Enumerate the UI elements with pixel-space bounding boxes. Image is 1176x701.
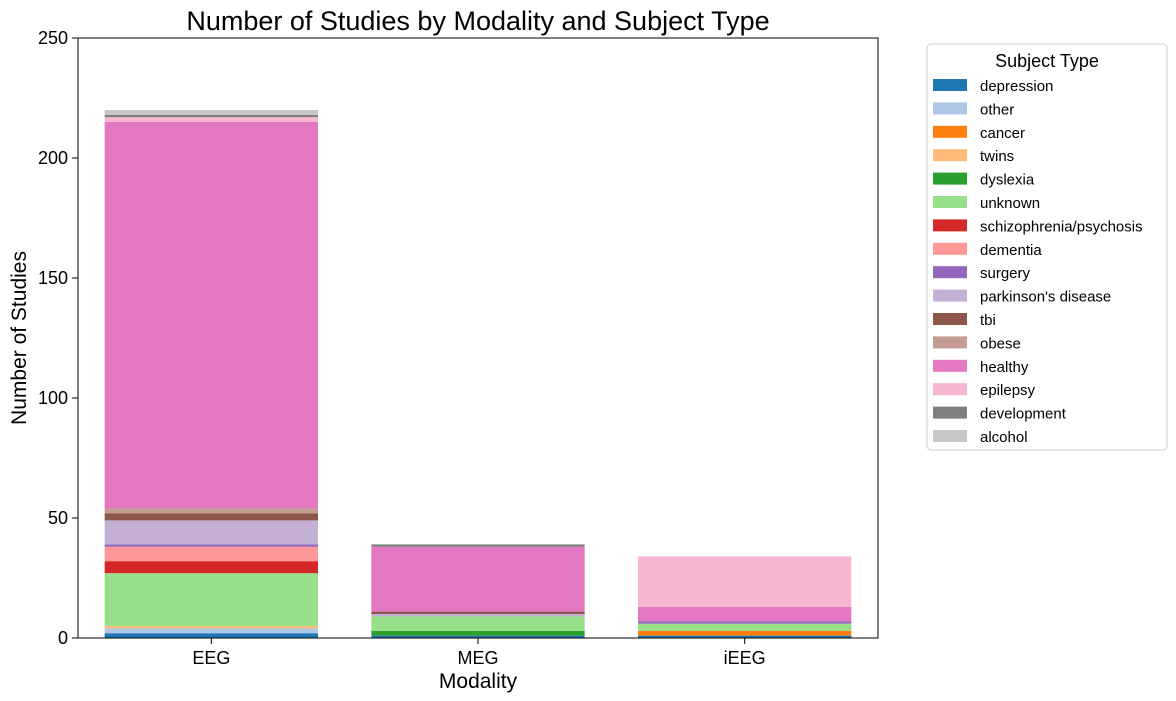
y-axis: 0 50 100 150 200 250 xyxy=(38,28,78,648)
legend-label: parkinson's disease xyxy=(980,289,1111,306)
plot-area xyxy=(77,37,879,639)
legend-entry: dyslexia xyxy=(933,172,1035,189)
y-tick-label: 200 xyxy=(38,148,68,168)
y-tick-label: 50 xyxy=(48,508,68,528)
legend-swatch xyxy=(933,219,967,232)
y-axis-label: Number of Studies xyxy=(8,251,31,425)
legend-title: Subject Type xyxy=(995,51,1099,71)
legend-swatch xyxy=(933,266,967,279)
x-tick-label: EEG xyxy=(192,648,230,668)
legend-swatch xyxy=(933,196,967,208)
legend-entry: cancer xyxy=(933,125,1025,142)
legend-label: twins xyxy=(980,148,1014,165)
legend-entry: schizophrenia/psychosis xyxy=(933,218,1143,235)
bar-segment-eeg-8 xyxy=(104,544,318,547)
legend-label: unknown xyxy=(980,195,1040,212)
legend-entry: surgery xyxy=(933,265,1031,282)
legend-entry: depression xyxy=(933,78,1053,95)
x-tick-label: MEG xyxy=(457,648,498,668)
legend-swatch xyxy=(933,102,967,115)
bar-segment-eeg-5 xyxy=(104,573,318,626)
bar-segment-ieeg-8 xyxy=(638,621,852,624)
bar-segment-meg-14 xyxy=(371,544,585,547)
legend-swatch xyxy=(933,383,967,396)
legend-label: obese xyxy=(980,335,1021,352)
legend-label: dementia xyxy=(980,242,1042,259)
legend-items: depression other cancer twins dyslexia unknow… xyxy=(933,78,1143,446)
bar-segment-eeg-15 xyxy=(104,110,318,115)
legend-entry: obese xyxy=(933,335,1021,352)
bar-segment-eeg-0 xyxy=(104,633,318,638)
legend-frame xyxy=(926,43,1168,451)
bar-segment-eeg-6 xyxy=(104,561,318,574)
legend-entry: twins xyxy=(933,148,1014,165)
legend-swatch xyxy=(933,79,967,91)
bar-segment-eeg-1 xyxy=(104,628,318,634)
y-tick-label: 250 xyxy=(38,28,68,48)
legend-label: alcohol xyxy=(980,429,1028,446)
legend-entry: unknown xyxy=(933,195,1040,212)
legend-label: healthy xyxy=(980,359,1029,376)
bar-segment-ieeg-12 xyxy=(638,606,852,622)
bar-segment-meg-5 xyxy=(371,616,585,631)
bar-segment-meg-4 xyxy=(371,630,585,636)
chart-title: Number of Studies by Modality and Subjec… xyxy=(186,6,769,36)
legend-label: epilepsy xyxy=(980,382,1036,399)
bar-segment-meg-0 xyxy=(371,635,585,638)
legend-label: cancer xyxy=(980,125,1025,142)
legend-entry: alcohol xyxy=(933,429,1028,446)
y-tick-label: 150 xyxy=(38,268,68,288)
legend-entry: development xyxy=(933,406,1067,423)
bar-segment-meg-9 xyxy=(371,614,585,617)
bars xyxy=(104,110,852,638)
bar-segment-ieeg-2 xyxy=(638,630,852,636)
legend-entry: tbi xyxy=(933,312,996,329)
y-tick-label: 100 xyxy=(38,388,68,408)
legend-label: tbi xyxy=(980,312,996,329)
legend-swatch xyxy=(933,430,967,442)
legend-label: other xyxy=(980,101,1014,118)
bar-segment-eeg-7 xyxy=(104,546,318,562)
bar-segment-ieeg-13 xyxy=(638,556,852,607)
x-axis-label: Modality xyxy=(439,670,518,693)
legend-swatch xyxy=(933,336,967,349)
x-tick-label: iEEG xyxy=(724,648,766,668)
legend-entry: dementia xyxy=(933,242,1042,259)
legend-swatch xyxy=(933,289,967,302)
bar-segment-meg-12 xyxy=(371,546,585,612)
bar-segment-eeg-11 xyxy=(104,508,318,514)
legend-swatch xyxy=(933,242,967,255)
bar-segment-ieeg-5 xyxy=(638,623,852,631)
legend-swatch xyxy=(933,125,967,138)
bar-segment-meg-10 xyxy=(371,611,585,614)
x-axis: EEG MEG iEEG xyxy=(192,638,766,668)
bar-segment-eeg-14 xyxy=(104,114,318,118)
legend-swatch xyxy=(933,172,967,185)
legend: Subject Type depressionothercancertwinsd… xyxy=(926,43,1168,451)
legend-label: schizophrenia/psychosis xyxy=(980,218,1143,235)
legend-label: surgery xyxy=(980,265,1031,282)
legend-label: development xyxy=(980,406,1067,423)
legend-swatch xyxy=(933,359,967,372)
bar-segment-ieeg-0 xyxy=(638,635,852,638)
bar-segment-eeg-3 xyxy=(104,626,318,629)
bar-segment-eeg-12 xyxy=(104,122,318,509)
bar-segment-eeg-10 xyxy=(104,513,318,521)
legend-swatch xyxy=(933,149,967,162)
bar-segment-eeg-9 xyxy=(104,520,318,545)
legend-entry: healthy xyxy=(933,359,1029,376)
legend-entry: other xyxy=(933,101,1014,118)
legend-entry: epilepsy xyxy=(933,382,1036,399)
legend-label: depression xyxy=(980,78,1053,95)
legend-swatch xyxy=(933,406,967,419)
y-tick-label: 0 xyxy=(58,628,68,648)
legend-label: dyslexia xyxy=(980,172,1035,189)
bar-segment-eeg-13 xyxy=(104,117,318,122)
legend-swatch xyxy=(933,313,967,325)
legend-entry: parkinson's disease xyxy=(933,289,1111,306)
